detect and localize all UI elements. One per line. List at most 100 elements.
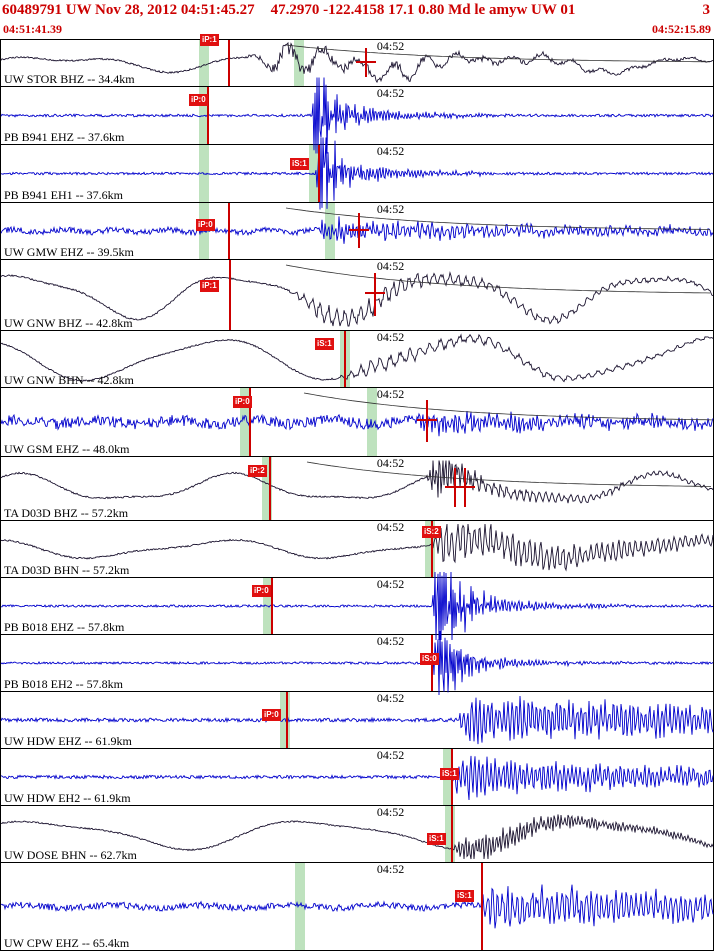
phase-window-band [240,388,250,456]
phase-window-band [262,457,272,520]
pick-flag[interactable]: iP:1 [200,34,219,46]
pick-flag[interactable]: iP:0 [252,585,271,597]
coda-marker-vline [374,272,376,316]
trace-line [0,216,714,244]
time-tick-label: 04:52 [376,144,405,158]
pick-flag[interactable]: iP:1 [200,280,219,292]
waveform-panel[interactable]: iP:0 04:52 PB B018 EHZ -- 57.8km [1,571,714,641]
pick-flag[interactable]: iP:0 [233,396,252,408]
trace-line [0,77,714,154]
pick-flag[interactable]: iS:1 [315,338,334,350]
phase-window-band [199,40,209,86]
phase-window-band [295,863,305,950]
event-header: 60489791 UW Nov 28, 2012 04:51:45.27 47.… [0,0,714,20]
seismogram-trace [0,884,714,929]
trace-line [0,884,714,929]
time-tick-label: 04:52 [376,86,405,100]
pick-time-line[interactable] [286,692,288,748]
waveform-panel[interactable]: iS:2 04:52 TA D03D BHN -- 57.2km [0,521,714,578]
seismogram-trace [0,41,714,84]
pick-time-line[interactable] [249,388,251,456]
station-label: UW GMW EHZ -- 39.5km [4,245,134,259]
time-tick-label: 04:52 [376,748,405,762]
waveform-panel[interactable]: iP:0 04:52 PB B941 EHZ -- 37.6km [0,77,714,154]
coda-marker-hbar [349,228,369,231]
seismogram-trace [1,571,714,641]
station-label: PB B941 EH1 -- 37.6km [4,188,124,202]
phase-window-band [309,145,319,202]
pick-flag[interactable]: iS:1 [290,158,309,170]
waveform-panel[interactable]: iS:0 04:52 PB B018 EH2 -- 57.8km [0,630,714,696]
time-tick-label: 04:52 [376,577,405,591]
trace-line [0,523,714,572]
coda-marker-vline [426,400,428,443]
time-tick-label: 04:52 [376,634,405,648]
seismogram-trace [0,264,714,327]
time-tick-label: 04:52 [376,39,405,53]
pick-time-line[interactable] [228,40,230,86]
pick-time-line[interactable] [451,806,453,862]
coda-envelope-curve [285,44,710,63]
trace-line [0,41,714,84]
pick-time-line[interactable] [229,260,231,330]
seismogram-trace [0,523,714,572]
coda-envelope-curve [285,264,711,294]
pick-flag[interactable]: iS:1 [440,768,459,780]
seismogram-trace [0,460,714,504]
waveform-panel[interactable]: iP:1 04:52 UW GNW BHZ -- 42.8km [0,259,714,331]
trace-line [0,410,714,437]
station-label: UW HDW EHZ -- 61.9km [4,734,132,748]
seismogram-trace [0,695,714,745]
pick-flag[interactable]: iS:1 [427,833,446,845]
trace-line [0,137,714,210]
trace-line [1,571,714,641]
pick-time-line[interactable] [481,863,483,950]
pick-flag[interactable]: iP:2 [248,465,267,477]
pick-time-line[interactable] [269,457,271,520]
waveform-panel[interactable]: iP:0 04:52 UW GMW EHZ -- 39.5km [0,203,714,260]
pick-flag[interactable]: iP:0 [196,219,215,231]
event-hypocenter-magnitude: 47.2970 -122.4158 17.1 0.80 Md le amyw U… [270,2,576,18]
time-tick-label: 04:52 [376,691,405,705]
station-label: UW HDW EH2 -- 61.9km [4,791,131,805]
time-tick-label: 04:52 [376,805,405,819]
coda-envelope-curve [306,461,712,487]
pick-time-line[interactable] [344,331,346,387]
waveform-panel[interactable]: iP:2 04:52 TA D03D BHZ -- 57.2km [0,457,714,521]
pick-flag[interactable]: iS:2 [422,526,441,538]
waveform-panel[interactable]: iP:1 04:52 UW STOR BHZ -- 34.4km [0,34,714,87]
time-tick-label: 04:52 [376,259,405,273]
seismogram-trace [0,333,714,383]
waveform-panel[interactable]: iS:1 04:52 UW GNW BHN -- 42.8km [0,331,714,388]
pick-flag[interactable]: iS:0 [420,653,439,665]
pick-time-line[interactable] [431,521,433,577]
station-label: TA D03D BHZ -- 57.2km [4,506,129,520]
trace-line [0,460,714,504]
pick-time-line[interactable] [207,87,209,144]
pick-flag[interactable]: iP:0 [262,709,281,721]
event-id-datetime: 60489791 UW Nov 28, 2012 04:51:45.27 [2,2,255,18]
trace-line [0,755,714,801]
phase-window-band [325,203,335,259]
pick-time-line[interactable] [271,578,273,634]
phase-window-band [425,521,435,577]
time-tick-label: 04:52 [376,387,405,401]
pick-flag[interactable]: iP:0 [189,94,208,106]
trace-line [0,630,714,696]
waveform-panel[interactable]: iS:1 04:52 UW DOSE BHN -- 62.7km [0,805,714,863]
waveform-panel-stack: iP:1 04:52 UW STOR BHZ -- 34.4km iP:0 04:52 P… [0,34,714,951]
time-tick-label: 04:52 [376,862,405,876]
window-start-time: 04:51:41.39 [3,22,62,36]
waveform-panel[interactable]: iP:0 04:52 UW GSM EHZ -- 48.0km [0,387,714,457]
waveform-panel[interactable]: iP:0 04:52 UW HDW EHZ -- 61.9km [0,691,714,749]
waveform-panel[interactable]: iS:1 04:52 UW HDW EH2 -- 61.9km [0,748,714,806]
pick-time-line[interactable] [228,203,230,259]
pick-flag[interactable]: iS:1 [455,890,474,902]
pick-time-line[interactable] [318,145,320,202]
coda-marker-hbar [356,61,376,64]
station-label: TA D03D BHN -- 57.2km [4,563,130,577]
station-label: UW GSM EHZ -- 48.0km [4,442,130,456]
trace-line [0,695,714,745]
waveform-panel[interactable]: iS:1 04:52 PB B941 EH1 -- 37.6km [0,137,714,210]
